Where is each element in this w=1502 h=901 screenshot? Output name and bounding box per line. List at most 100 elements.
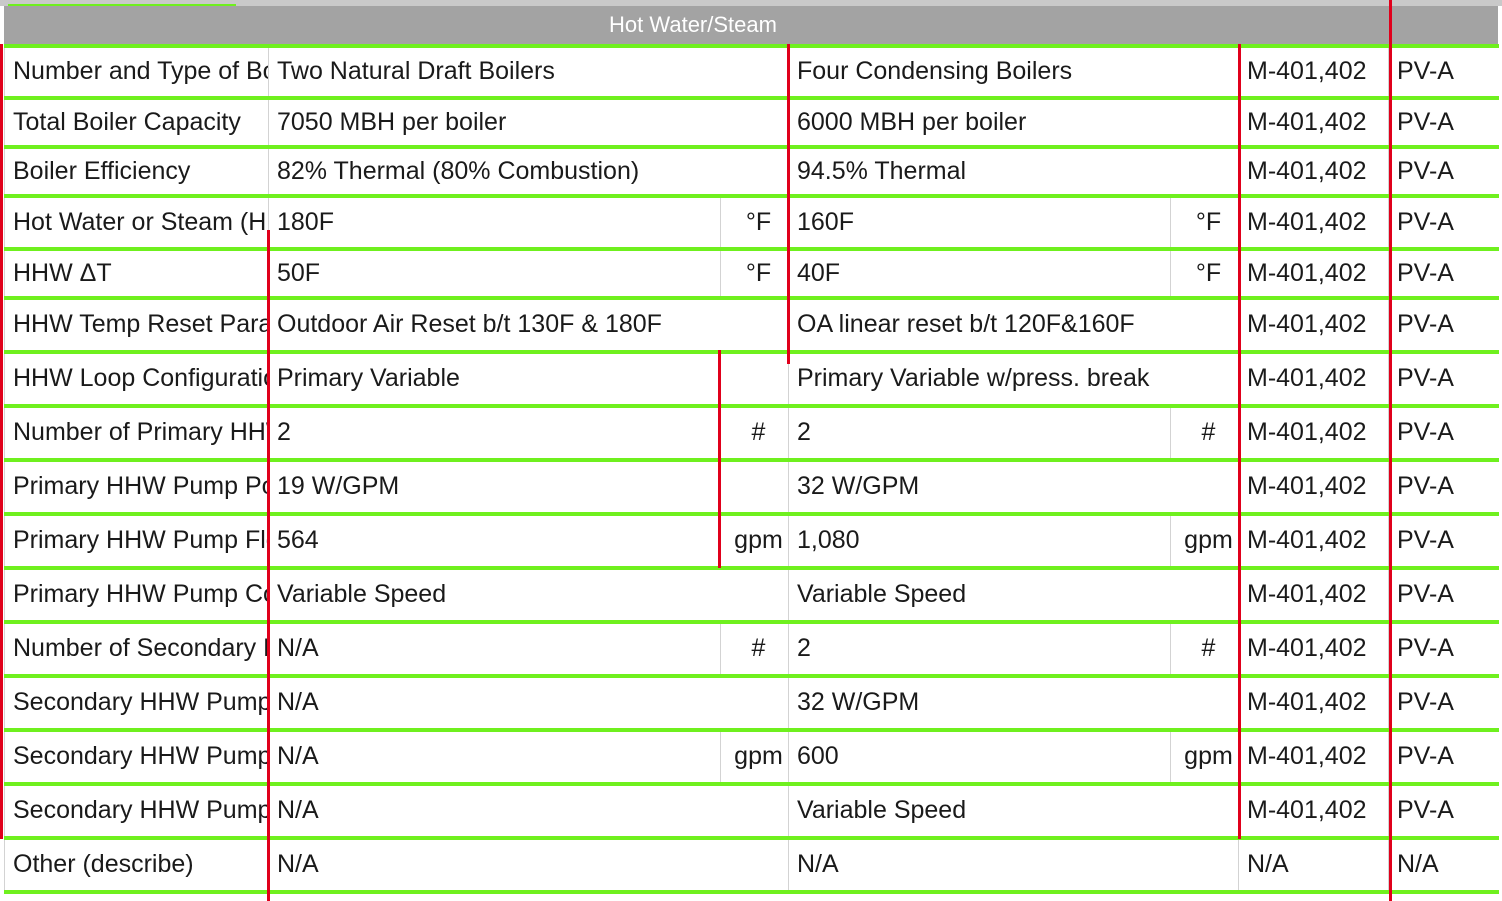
base-value-cell: N/A <box>268 730 721 784</box>
base-value-cell: Variable Speed <box>268 568 789 622</box>
proposed-value-cell: Primary Variable w/press. break <box>788 352 1239 406</box>
base-value-cell: N/A <box>268 838 789 892</box>
base-value-cell: 180F <box>268 196 721 249</box>
verification-code-cell: PV-A <box>1388 298 1499 352</box>
base-value-cell: 7050 MBH per boiler <box>268 98 789 147</box>
verification-code-cell: PV-A <box>1388 676 1499 730</box>
verification-code-cell: PV-A <box>1388 352 1499 406</box>
parameter-cell: Primary HHW Pump Flow <box>4 514 269 568</box>
verification-code-cell: PV-A <box>1388 406 1499 460</box>
base-value-cell: N/A <box>268 676 789 730</box>
parameter-cell: Hot Water or Steam (HHW) Supply Temp <box>4 196 269 249</box>
parameter-cell: Number and Type of Boilers <box>4 46 269 98</box>
base-value-cell: N/A <box>268 622 721 676</box>
table-row: Number of Secondary HHW PumpsN/A#2#M-401… <box>4 622 1499 676</box>
proposed-value-cell: 160F <box>788 196 1171 249</box>
verification-code-cell: PV-A <box>1388 568 1499 622</box>
table-row: HHW Temp Reset ParametersOutdoor Air Res… <box>4 298 1499 352</box>
base-value-cell: Two Natural Draft Boilers <box>268 46 789 98</box>
verification-code-cell: PV-A <box>1388 514 1499 568</box>
drawing-ref-cell: M-401,402 <box>1238 46 1389 98</box>
drawing-ref-cell: M-401,402 <box>1238 298 1389 352</box>
parameter-cell: Total Boiler Capacity <box>4 98 269 147</box>
proposed-value-cell: 1,080 <box>788 514 1171 568</box>
verification-code-cell: PV-A <box>1388 784 1499 838</box>
table-row: HHW Loop Configuration Primary Variable Pr… <box>4 352 1499 406</box>
base-unit-cell: gpm <box>720 514 789 568</box>
table-row: Boiler Efficiency 82% Thermal (80% Combus… <box>4 147 1499 196</box>
base-unit-cell: °F <box>720 196 789 249</box>
parameter-cell: Primary HHW Pump Control <box>4 568 269 622</box>
drawing-ref-cell: M-401,402 <box>1238 406 1389 460</box>
verification-code-cell: PV-A <box>1388 730 1499 784</box>
proposed-value-cell: Four Condensing Boilers <box>788 46 1239 98</box>
table-row: Primary HHW Pump ControlVariable SpeedVa… <box>4 568 1499 622</box>
table-row: Other (describe) N/A N/A N/A N/A <box>4 838 1499 892</box>
drawing-ref-cell: M-401,402 <box>1238 196 1389 249</box>
verification-code-cell: PV-A <box>1388 460 1499 514</box>
proposed-unit-cell: # <box>1170 622 1239 676</box>
proposed-unit-cell: °F <box>1170 196 1239 249</box>
base-unit-cell: °F <box>720 249 789 298</box>
proposed-value-cell: 94.5% Thermal <box>788 147 1239 196</box>
base-value-cell: 2 <box>268 406 721 460</box>
drawing-ref-cell: M-401,402 <box>1238 622 1389 676</box>
red-markup-line <box>0 44 3 839</box>
parameter-cell: Number of Primary HHW Pumps <box>4 406 269 460</box>
parameter-cell: Number of Secondary HHW Pumps <box>4 622 269 676</box>
drawing-ref-cell: M-401,402 <box>1238 784 1389 838</box>
verification-code-cell: PV-A <box>1388 196 1499 249</box>
proposed-value-cell: 32 W/GPM <box>788 460 1239 514</box>
table-row: HHW ΔT 50F °F 40F °F M-401,402 PV-A <box>4 249 1499 298</box>
proposed-unit-cell: gpm <box>1170 514 1239 568</box>
table-row: Number and Type of BoilersTwo Natural Dr… <box>4 46 1499 98</box>
proposed-value-cell: N/A <box>788 838 1239 892</box>
parameter-cell: HHW Loop Configuration <box>4 352 269 406</box>
proposed-value-cell: 6000 MBH per boiler <box>788 98 1239 147</box>
verification-code-cell: PV-A <box>1388 46 1499 98</box>
table-row: Total Boiler Capacity 7050 MBH per boiler… <box>4 98 1499 147</box>
red-markup-line <box>1238 44 1241 839</box>
base-value-cell: 50F <box>268 249 721 298</box>
boiler-spec-table: Number and Type of BoilersTwo Natural Dr… <box>4 44 1499 894</box>
verification-code-cell: PV-A <box>1388 249 1499 298</box>
drawing-ref-cell: M-401,402 <box>1238 676 1389 730</box>
parameter-cell: HHW Temp Reset Parameters <box>4 298 269 352</box>
base-value-cell: Outdoor Air Reset b/t 130F & 180F <box>268 298 789 352</box>
drawing-ref-cell: M-401,402 <box>1238 147 1389 196</box>
base-value-cell: 19 W/GPM <box>268 460 789 514</box>
proposed-value-cell: 32 W/GPM <box>788 676 1239 730</box>
proposed-value-cell: Variable Speed <box>788 568 1239 622</box>
red-markup-line <box>1389 0 1392 901</box>
drawing-ref-cell: M-401,402 <box>1238 568 1389 622</box>
proposed-value-cell: Variable Speed <box>788 784 1239 838</box>
table-row: Secondary HHW Pump FlowN/Agpm600gpmM-401… <box>4 730 1499 784</box>
proposed-unit-cell: °F <box>1170 249 1239 298</box>
base-unit-cell: # <box>720 406 789 460</box>
drawing-ref-cell: N/A <box>1238 838 1389 892</box>
base-unit-cell: # <box>720 622 789 676</box>
parameter-cell: Secondary HHW Pump Control <box>4 784 269 838</box>
top-strip-markup <box>8 4 236 7</box>
base-value-cell: 82% Thermal (80% Combustion) <box>268 147 789 196</box>
top-strip <box>0 0 1502 6</box>
drawing-ref-cell: M-401,402 <box>1238 98 1389 147</box>
drawing-ref-cell: M-401,402 <box>1238 460 1389 514</box>
proposed-unit-cell: gpm <box>1170 730 1239 784</box>
parameter-cell: Other (describe) <box>4 838 269 892</box>
red-markup-line <box>718 350 721 568</box>
table-row: Number of Primary HHW Pumps2#2#M-401,402… <box>4 406 1499 460</box>
drawing-ref-cell: M-401,402 <box>1238 514 1389 568</box>
verification-code-cell: PV-A <box>1388 622 1499 676</box>
table-row: Hot Water or Steam (HHW) Supply Temp180F… <box>4 196 1499 249</box>
proposed-value-cell: OA linear reset b/t 120F&160F <box>788 298 1239 352</box>
base-value-cell: 564 <box>268 514 721 568</box>
table-row: Secondary HHW Pump PowerN/A32 W/GPMM-401… <box>4 676 1499 730</box>
proposed-value-cell: 40F <box>788 249 1171 298</box>
section-title: Hot Water/Steam <box>609 12 777 37</box>
parameter-cell: Secondary HHW Pump Power <box>4 676 269 730</box>
verification-code-cell: N/A <box>1388 838 1499 892</box>
base-value-cell: N/A <box>268 784 789 838</box>
